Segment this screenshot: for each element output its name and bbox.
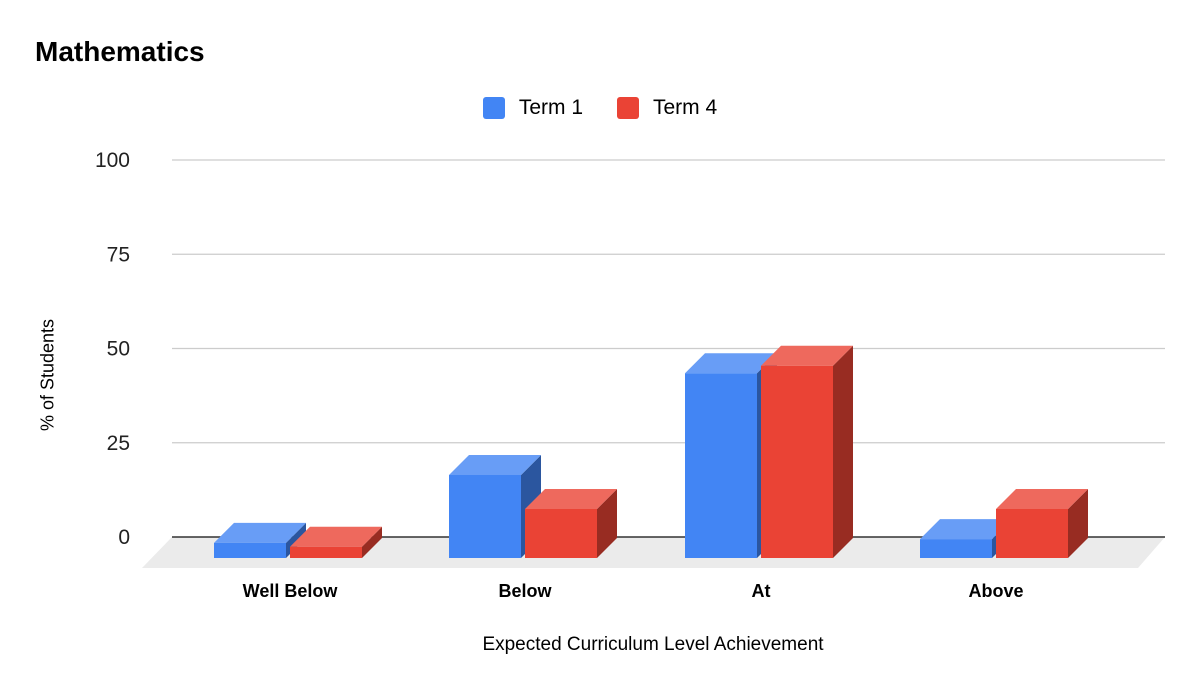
bar-front-face [920,539,992,558]
bar-top-face [525,488,617,509]
y-tick-label: 100 [95,149,130,172]
bar-top-face [449,455,541,476]
x-tick-label: Well Below [243,581,339,601]
bar-front-face [761,365,833,558]
x-axis-title: Expected Curriculum Level Achievement [482,634,824,655]
x-tick-label: Above [968,581,1023,601]
bar-side-face [597,488,617,558]
bar-front-face [290,546,362,558]
chart-title: Mathematics [35,36,205,67]
bar-top-face [685,353,777,374]
legend-swatch-term-4 [617,97,639,119]
x-tick-label: At [752,581,771,601]
bar-top-face [996,488,1088,509]
legend-swatch-term-1 [482,97,505,119]
y-tick-label: 75 [107,243,130,266]
bar-term-4-below[interactable] [525,488,617,558]
bar-term-1-well-below[interactable] [214,522,306,558]
bar-front-face [214,542,286,558]
bar-term-4-above[interactable] [996,488,1088,558]
bar-top-face [290,526,382,547]
bar-term-4-at[interactable] [761,345,853,558]
bar-side-face [362,526,382,558]
bar-front-face [685,373,757,558]
bar-side-face [833,345,853,558]
legend-item-term-1[interactable]: Term 1 [482,96,583,120]
y-tick-label: 0 [118,526,130,549]
legend-label-term-1: Term 1 [518,96,583,119]
legend-item-term-4[interactable]: Term 4 [617,96,717,120]
bar-front-face [525,508,597,558]
bar-top-face [920,519,1012,540]
bar-top-face [214,522,306,543]
bar-term-4-well-below[interactable] [290,526,382,558]
y-tick-label: 25 [107,432,130,455]
legend-label-term-4: Term 4 [653,96,718,119]
legend: Term 1 Term 4 [0,96,1200,120]
bar-front-face [449,475,521,558]
y-axis-title: % of Students [37,318,58,432]
floor-plane [142,537,1165,568]
x-tick-label: Below [498,581,552,601]
bar-side-face [1068,488,1088,558]
y-tick-label: 50 [107,338,130,361]
bar-top-face [761,345,853,366]
bar-front-face [996,508,1068,558]
